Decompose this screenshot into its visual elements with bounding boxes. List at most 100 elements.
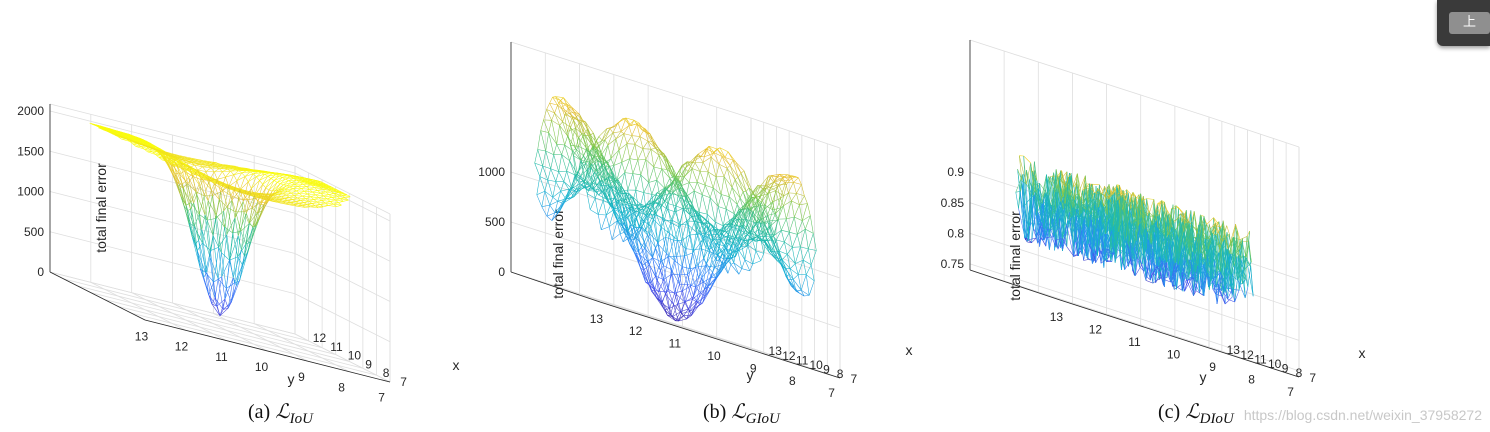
mesh-edge <box>743 170 750 188</box>
mesh-edge <box>231 280 240 303</box>
mesh-edge <box>270 178 275 181</box>
mesh-edge <box>1023 155 1031 164</box>
mesh-edge <box>206 177 215 185</box>
mesh-edge <box>220 191 224 211</box>
mesh-edge <box>221 227 225 253</box>
mesh-edge <box>696 171 701 183</box>
mesh-edge <box>728 187 733 197</box>
mesh-edge <box>723 232 727 236</box>
mesh-edge <box>802 260 807 275</box>
mesh-edge <box>734 179 744 192</box>
mesh-edge <box>199 186 206 215</box>
mesh-edge <box>546 103 550 110</box>
mesh-edge <box>194 164 203 168</box>
mesh-edge <box>208 281 214 296</box>
mesh-edge <box>710 277 716 290</box>
mesh-edge <box>185 202 192 206</box>
mesh-edge <box>661 291 667 304</box>
mesh-edge <box>796 193 800 205</box>
mesh-edge <box>240 211 245 232</box>
x-tick-label: 10 <box>1268 357 1282 371</box>
mesh-edge <box>182 183 191 210</box>
mesh-edge <box>203 195 208 221</box>
mesh-edge <box>190 202 194 210</box>
mesh-edge <box>734 176 739 180</box>
mesh-edge <box>174 173 184 189</box>
mesh-edge <box>236 255 245 286</box>
mesh-edge <box>784 174 788 178</box>
mesh-edge <box>246 195 255 214</box>
mesh-edge <box>197 170 202 180</box>
mesh-edge <box>279 199 288 201</box>
mesh-edge <box>197 250 201 270</box>
mesh-edge <box>244 252 248 257</box>
mesh-edge <box>206 272 216 299</box>
mesh-edge <box>289 186 294 189</box>
mesh-edge <box>184 171 189 184</box>
mesh-edge <box>207 189 212 201</box>
mesh-edge <box>309 187 315 190</box>
mesh-edge <box>236 249 242 286</box>
mesh-edge <box>204 214 211 258</box>
mesh-edge <box>229 235 239 259</box>
mesh-edge <box>178 159 182 164</box>
mesh-edge <box>768 175 777 177</box>
mesh-edge <box>689 234 698 236</box>
mesh-edge <box>249 195 255 223</box>
mesh-edge <box>649 233 653 258</box>
mesh-edge <box>632 173 641 176</box>
z-tick-label: 0.75 <box>941 257 965 271</box>
mesh-edge <box>276 197 285 199</box>
mesh-edge <box>717 194 722 207</box>
mesh-edge <box>563 171 567 182</box>
mesh-edge <box>793 274 799 280</box>
mesh-edge <box>550 154 554 169</box>
caption-subscript: IoU <box>289 411 314 427</box>
mesh-edge <box>188 173 193 178</box>
mesh-edge <box>310 194 316 198</box>
mesh-edge <box>242 201 247 214</box>
mesh-edge <box>132 143 142 147</box>
mesh-edge <box>726 165 731 169</box>
x-tick-label: 13 <box>1227 343 1241 357</box>
mesh-edge <box>313 197 319 200</box>
mesh-edge <box>249 201 258 223</box>
mesh-edge <box>217 252 222 279</box>
mesh-edge <box>670 304 674 315</box>
mesh-edge <box>204 164 213 167</box>
mesh-edge <box>216 215 225 228</box>
mesh-edge <box>192 169 199 177</box>
floor-grid-y <box>117 305 363 369</box>
mesh-edge <box>165 154 174 160</box>
mesh-edge <box>693 182 698 192</box>
mesh-edge <box>262 178 271 185</box>
mesh-edge <box>211 183 215 191</box>
mesh-edge <box>222 170 231 172</box>
mesh-edge <box>287 190 292 194</box>
mesh-edge <box>635 190 639 213</box>
mesh-edge <box>223 307 229 310</box>
mesh-edge <box>725 196 730 210</box>
mesh-edge <box>189 167 194 177</box>
x-tick-label: 9 <box>1282 362 1289 376</box>
mesh-edge <box>174 173 179 185</box>
mesh-edge <box>202 242 211 251</box>
mesh-edge <box>228 186 233 201</box>
mesh-edge <box>564 136 568 146</box>
mesh-edge <box>262 184 267 188</box>
mesh-edge <box>252 204 262 228</box>
mesh-edge <box>343 199 349 202</box>
mesh-edge <box>246 188 252 214</box>
mesh-edge <box>736 197 741 205</box>
mesh-edge <box>555 171 559 182</box>
mesh-edge <box>172 174 182 197</box>
mesh-edge <box>667 203 676 207</box>
mesh-edge <box>182 181 186 185</box>
mesh-edge <box>186 164 196 173</box>
mesh-edge <box>580 155 584 161</box>
mesh-edge <box>193 226 198 251</box>
mesh-edge <box>730 262 734 265</box>
mesh-edge <box>217 176 226 180</box>
mesh-edge <box>673 239 682 241</box>
